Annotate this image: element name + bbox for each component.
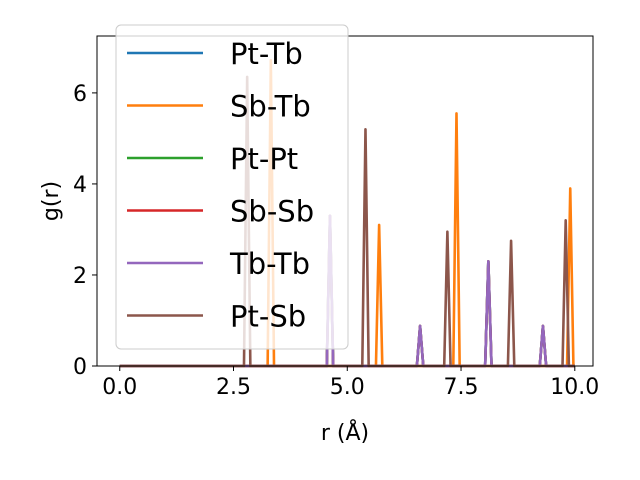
x-tick-label: 10.0 bbox=[550, 375, 599, 400]
y-tick-label: 6 bbox=[73, 82, 87, 107]
legend-label-pt-pt: Pt-Pt bbox=[230, 142, 298, 176]
legend-label-pt-tb: Pt-Tb bbox=[230, 37, 303, 71]
legend: Pt-Tb Sb-Tb Pt-Pt Sb-Sb Tb-Tb Pt-Sb bbox=[115, 24, 349, 350]
x-axis-label: r (Å) bbox=[321, 419, 369, 446]
x-tick-label: 7.5 bbox=[444, 375, 479, 400]
y-axis-label: g(r) bbox=[39, 181, 64, 221]
legend-label-sb-tb: Sb-Tb bbox=[230, 90, 311, 124]
legend-label-sb-sb: Sb-Sb bbox=[230, 195, 314, 229]
legend-label-tb-tb: Tb-Tb bbox=[229, 247, 310, 281]
y-tick-label: 0 bbox=[73, 355, 87, 380]
y-axis-ticks: 0 2 4 6 bbox=[73, 82, 97, 380]
legend-label-pt-sb: Pt-Sb bbox=[230, 300, 306, 334]
x-tick-label: 2.5 bbox=[216, 375, 251, 400]
x-tick-label: 5.0 bbox=[330, 375, 365, 400]
x-axis-ticks: 0.0 2.5 5.0 7.5 10.0 bbox=[102, 366, 599, 400]
x-tick-label: 0.0 bbox=[102, 375, 137, 400]
y-tick-label: 2 bbox=[73, 264, 87, 289]
y-tick-label: 4 bbox=[73, 173, 87, 198]
